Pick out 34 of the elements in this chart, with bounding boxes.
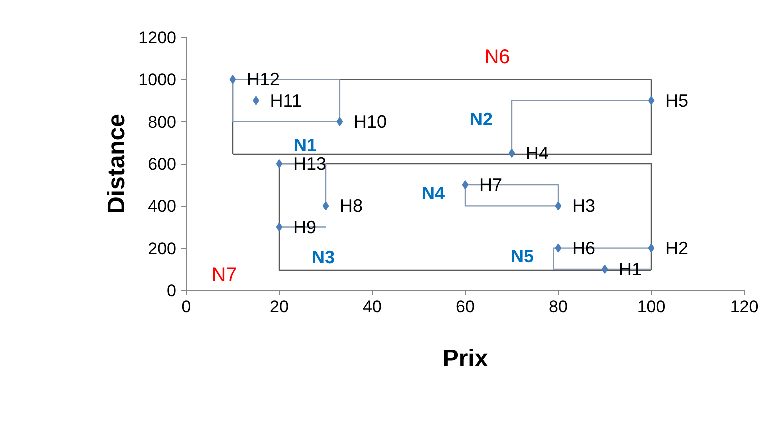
data-label: H5 <box>666 90 689 111</box>
y-tick-label: 1200 <box>138 28 177 48</box>
data-label: H9 <box>294 217 317 238</box>
annotation: N4 <box>422 184 446 204</box>
y-tick-label: 0 <box>167 282 177 300</box>
x-tick-label: 0 <box>182 298 192 316</box>
annotation: N7 <box>212 264 238 286</box>
x-tick-label: 80 <box>549 298 568 316</box>
x-axis-title: Prix <box>442 346 489 372</box>
data-label: H13 <box>294 154 327 174</box>
annotation: N6 <box>484 46 510 68</box>
y-tick-label: 400 <box>148 197 177 216</box>
data-label: H7 <box>480 175 503 196</box>
y-tick-label: 1000 <box>138 70 177 90</box>
annotation: N5 <box>510 246 534 266</box>
data-label: H10 <box>354 112 387 132</box>
x-tick-label: 100 <box>637 298 666 316</box>
x-tick-label: 120 <box>730 298 759 316</box>
annotation: N2 <box>470 110 494 130</box>
data-label: H3 <box>572 196 596 216</box>
x-tick-label: 40 <box>363 298 382 316</box>
annotation: N1 <box>294 136 318 156</box>
data-label: H6 <box>572 238 596 258</box>
y-tick-label: 600 <box>148 155 177 174</box>
x-tick-label: 60 <box>456 298 475 316</box>
y-axis-title: Distance <box>104 114 131 214</box>
y-tick-label: 800 <box>148 112 177 132</box>
annotation: N3 <box>312 248 336 268</box>
data-label: H2 <box>666 238 689 258</box>
x-tick-label: 20 <box>270 298 289 316</box>
y-tick-label: 200 <box>148 239 177 258</box>
data-label: H12 <box>247 70 280 90</box>
data-label: H8 <box>340 196 364 216</box>
data-label: H11 <box>270 90 302 111</box>
